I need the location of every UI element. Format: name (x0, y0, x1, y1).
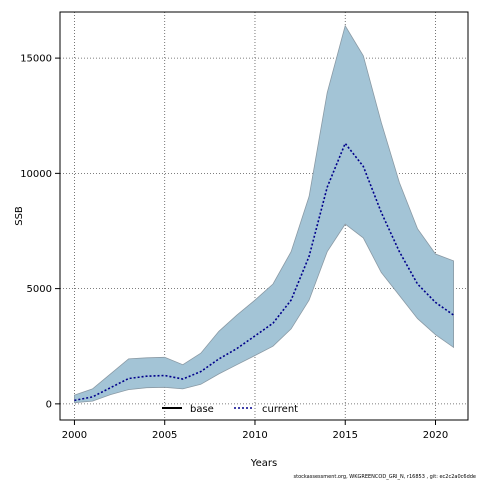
y-tick-label: 0 (46, 399, 52, 410)
series-line-current (74, 141, 455, 402)
legend: base current (162, 404, 298, 415)
y-tick-label: 15000 (20, 54, 52, 65)
x-tick-label: 2005 (152, 430, 177, 441)
footer-text: stockassessment.org, WKGREENCOD_GRI_N, r… (294, 474, 477, 480)
y-axis: 0 5000 10000 15000 (20, 54, 60, 410)
x-axis: 2000 2005 2010 2015 2020 (62, 420, 448, 441)
y-axis-title: SSB (14, 206, 25, 226)
plot-frame (59, 11, 469, 421)
x-tick-label: 2020 (423, 430, 448, 441)
x-tick-label: 2015 (333, 430, 358, 441)
y-tick-label: 10000 (20, 169, 52, 180)
legend-label-current: current (262, 404, 298, 415)
legend-label-base: base (190, 404, 214, 415)
x-tick-label: 2000 (62, 430, 87, 441)
x-axis-title: Years (250, 458, 277, 469)
y-tick-label: 5000 (27, 284, 52, 295)
confidence-band (74, 24, 454, 404)
x-tick-label: 2010 (242, 430, 267, 441)
